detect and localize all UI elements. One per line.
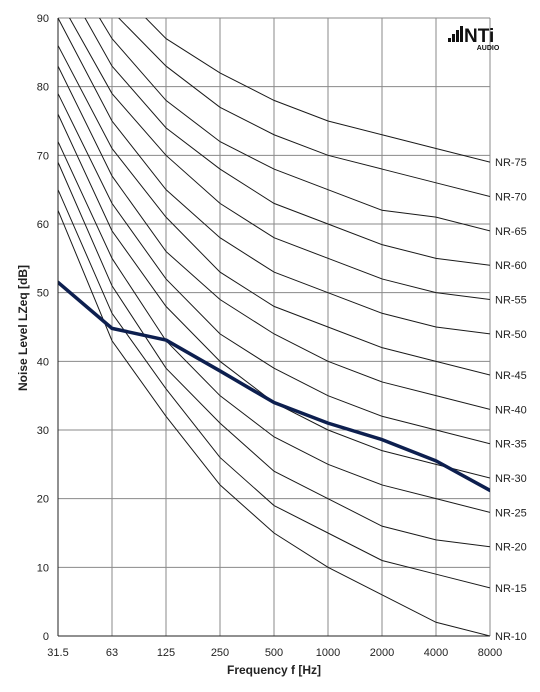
x-tick-label: 250: [211, 647, 229, 659]
y-tick-label: 60: [37, 219, 49, 231]
logo-bar: [460, 26, 463, 42]
nr-curve-line: [98, 18, 490, 232]
x-tick-label: 4000: [424, 647, 448, 659]
grid: [57, 17, 491, 637]
axes: 0 10 20 30 40 50 60 70 80 90 31.5 63 125 250 500 1000 20…: [37, 13, 502, 659]
x-tick-label: 2000: [370, 647, 394, 659]
nr-curve-label: NR-20: [495, 542, 527, 554]
nr-curve-line: [58, 45, 490, 376]
nr-curve-label: NR-50: [495, 329, 527, 341]
logo-bar: [448, 38, 451, 42]
y-tick-label: 80: [37, 82, 49, 94]
nr-curve-label: NR-10: [495, 631, 527, 643]
logo-bar: [456, 30, 459, 42]
logo-subtitle: AUDIO: [477, 45, 500, 52]
nr-curve-line: [68, 18, 490, 301]
nr-curve-line: [58, 93, 490, 445]
y-tick-label: 40: [37, 356, 49, 368]
logo-brand: NTi: [464, 26, 494, 47]
measurement-line: [58, 280, 490, 493]
y-tick-label: 30: [37, 425, 49, 437]
measurement-layer: [58, 280, 490, 493]
y-tick-label: 10: [37, 562, 49, 574]
nr-curve-line: [118, 18, 490, 198]
x-tick-label: 1000: [316, 647, 340, 659]
nr-curve-label: NR-15: [495, 583, 527, 595]
nr-curve-label: NR-60: [495, 260, 527, 272]
nr-curve-line: [58, 141, 490, 513]
x-tick-label: 125: [157, 647, 175, 659]
nr-curve-line: [58, 210, 490, 636]
nr-curve-line: [84, 18, 490, 266]
nr-curve-label: NR-70: [495, 192, 527, 204]
nr-curve-label: NR-40: [495, 404, 527, 416]
nr-curve-label: NR-25: [495, 507, 527, 519]
nr-curve-label: NR-55: [495, 295, 527, 307]
nr-curve-line: [58, 18, 490, 335]
nr-curves: [58, 18, 490, 636]
x-axis-title: Frequency f [Hz]: [227, 663, 321, 677]
nr-curve-label: NR-30: [495, 473, 527, 485]
nti-logo: NTi AUDIO: [448, 26, 500, 52]
y-tick-label: 0: [43, 631, 49, 643]
nr-curve-label: NR-35: [495, 439, 527, 451]
nr-curve-label: NR-75: [495, 157, 527, 169]
x-tick-label: 8000: [478, 647, 502, 659]
curve-labels: NR-10 NR-15 NR-20 NR-25 NR-30 NR-35 NR-40 NR-45…: [495, 157, 527, 643]
nr-curve-label: NR-65: [495, 226, 527, 238]
logo-bar: [452, 34, 455, 42]
y-tick-label: 20: [37, 494, 49, 506]
nr-curve-label: NR-45: [495, 370, 527, 382]
y-axis-title: Noise Level LZeq [dB]: [16, 265, 30, 391]
y-tick-label: 90: [37, 13, 49, 25]
x-tick-label: 63: [106, 647, 118, 659]
nr-curve-line: [58, 65, 490, 410]
x-tick-label: 31.5: [47, 647, 68, 659]
nr-curve-line: [58, 161, 490, 548]
y-tick-label: 70: [37, 150, 49, 162]
x-tick-label: 500: [265, 647, 283, 659]
nr-curve-line: [145, 18, 490, 163]
nr-curve-line: [58, 189, 490, 589]
y-tick-label: 50: [37, 288, 49, 300]
